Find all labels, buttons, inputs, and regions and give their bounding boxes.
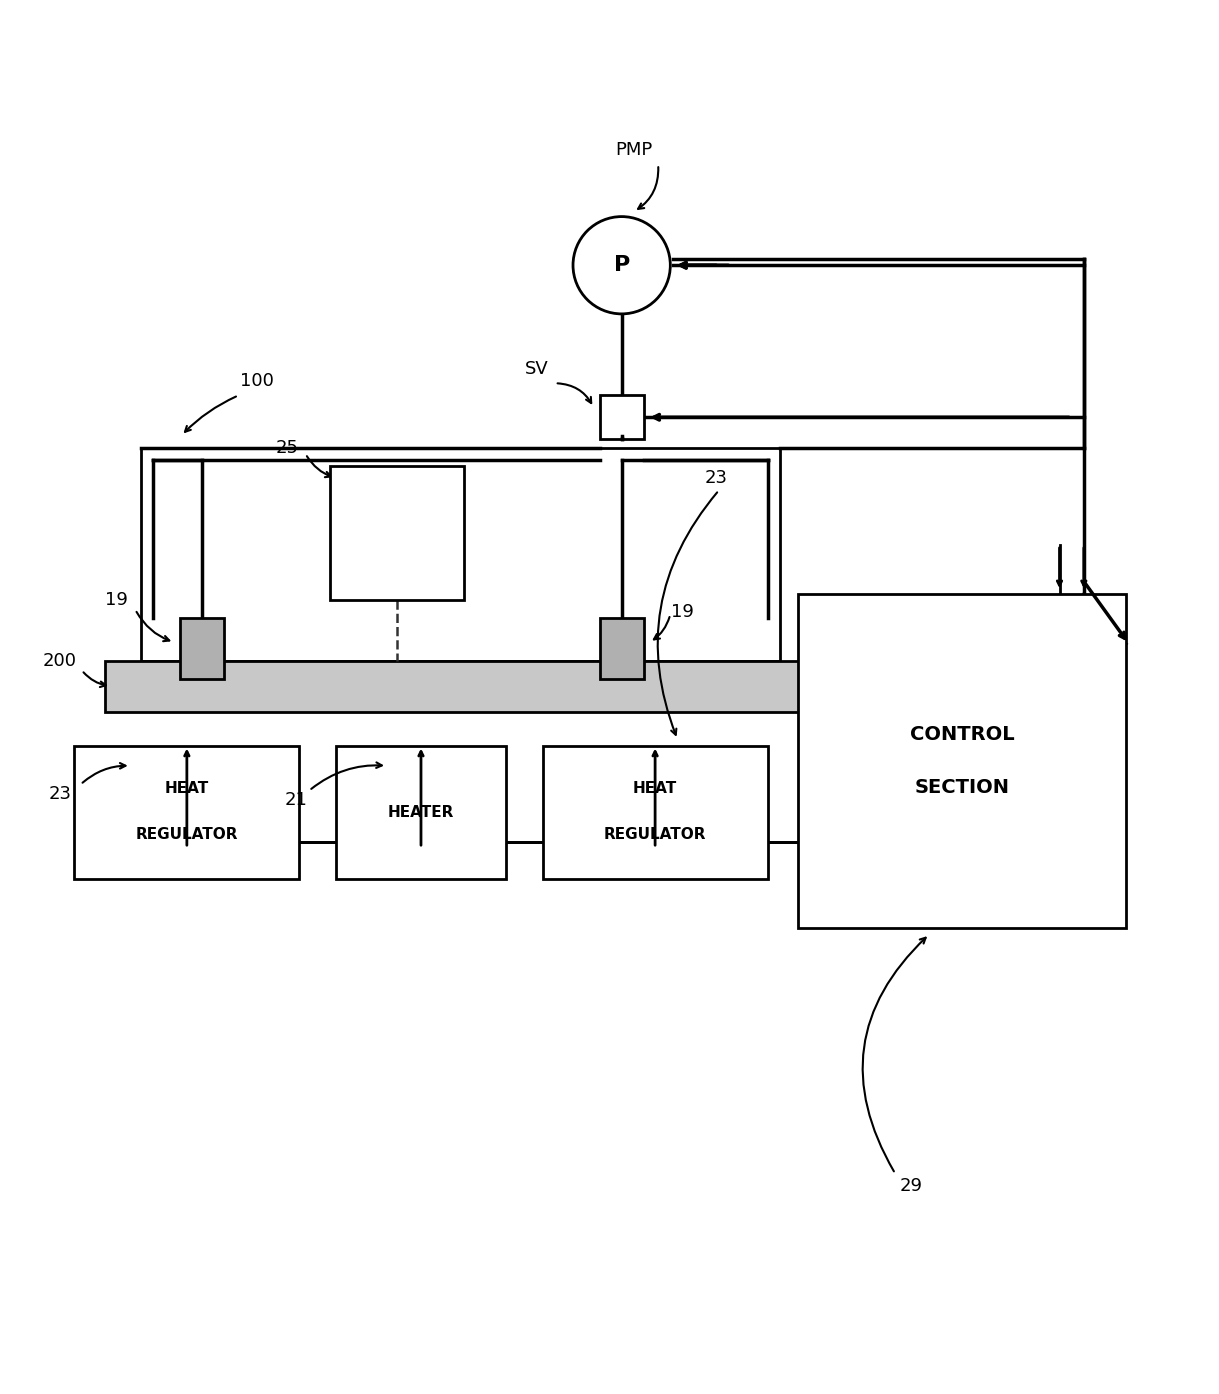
Bar [74,746,300,880]
Text: 200: 200 [43,651,77,669]
Text: 21: 21 [284,792,307,810]
Text: CONTROL: CONTROL [909,725,1014,743]
Bar [141,447,780,661]
Text: P: P [613,255,630,275]
Text: 29: 29 [900,1177,923,1195]
Circle shape [573,216,670,314]
Text: HEAT: HEAT [633,781,678,796]
Text: 23: 23 [705,468,728,487]
Text: HEAT: HEAT [165,781,208,796]
Text: 19: 19 [670,602,694,620]
Text: SECTION: SECTION [914,778,1009,797]
Text: 23: 23 [49,785,71,803]
Text: HEATER: HEATER [388,806,455,820]
Text: REGULATOR: REGULATOR [603,827,706,842]
Text: 19: 19 [106,591,128,609]
Bar [600,396,644,439]
Text: SV: SV [524,360,549,378]
Bar [180,618,224,679]
Bar [600,618,644,679]
Text: PMP: PMP [616,141,652,159]
Text: REGULATOR: REGULATOR [135,827,238,842]
Bar [798,594,1126,928]
Text: 100: 100 [240,372,274,390]
Bar [336,746,506,880]
Bar [105,661,823,711]
Text: 25: 25 [275,439,299,457]
Bar [330,466,463,599]
Bar [542,746,768,880]
